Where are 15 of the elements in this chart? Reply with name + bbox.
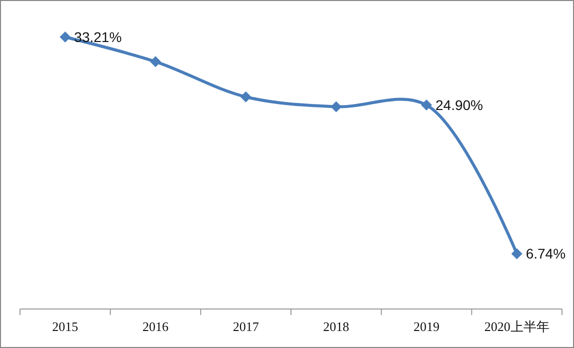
x-tick-label: 2018 (323, 319, 350, 334)
x-tick-label: 2016 (142, 319, 169, 334)
point (240, 91, 252, 102)
x-tick-label: 2020上半年 (484, 319, 550, 334)
point (421, 100, 432, 111)
point (511, 248, 522, 260)
x-tick-label: 2017 (232, 319, 260, 334)
point (150, 56, 161, 68)
point (60, 32, 71, 42)
data-label: 24.90% (436, 96, 483, 113)
x-tick-label: 2019 (414, 319, 440, 334)
data-label: 6.74% (526, 246, 566, 262)
point (330, 101, 342, 112)
x-tick-label: 2015 (52, 319, 78, 334)
data-label: 33.21% (74, 28, 122, 45)
